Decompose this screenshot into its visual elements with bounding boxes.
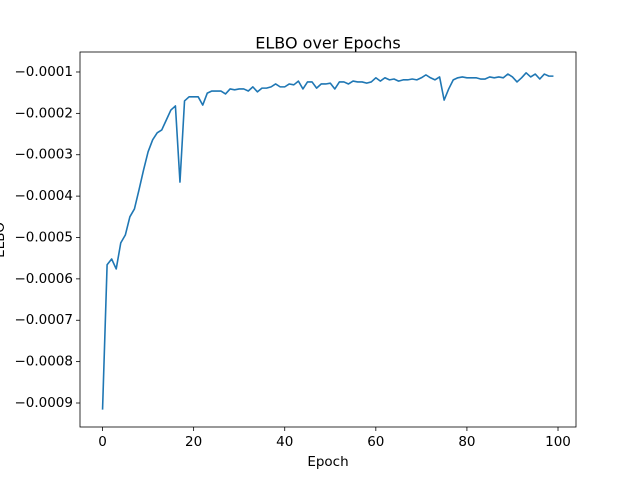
y-tick-label: −0.0002 — [14, 105, 73, 121]
y-tick-label: −0.0005 — [14, 229, 73, 245]
chart-title: ELBO over Epochs — [255, 34, 401, 53]
x-tick-label: 100 — [545, 434, 571, 450]
y-tick-label: −0.0007 — [14, 312, 73, 328]
y-axis-label: ELBO — [0, 222, 8, 258]
y-tick-label: −0.0009 — [14, 395, 73, 411]
y-tick-label: −0.0006 — [14, 271, 73, 287]
y-tick-label: −0.0003 — [14, 147, 73, 163]
x-axis-label: Epoch — [307, 454, 348, 470]
data-line — [101, 72, 554, 410]
y-tick-label: −0.0004 — [14, 188, 73, 204]
x-tick-label: 20 — [185, 434, 202, 450]
plot-frame — [79, 51, 577, 428]
y-tick-label: −0.0001 — [14, 64, 73, 80]
y-tick-label: −0.0008 — [14, 354, 73, 370]
x-tick-label: 40 — [276, 434, 293, 450]
x-tick-label: 0 — [98, 434, 107, 450]
x-tick-label: 60 — [367, 434, 384, 450]
x-tick-label: 80 — [458, 434, 475, 450]
